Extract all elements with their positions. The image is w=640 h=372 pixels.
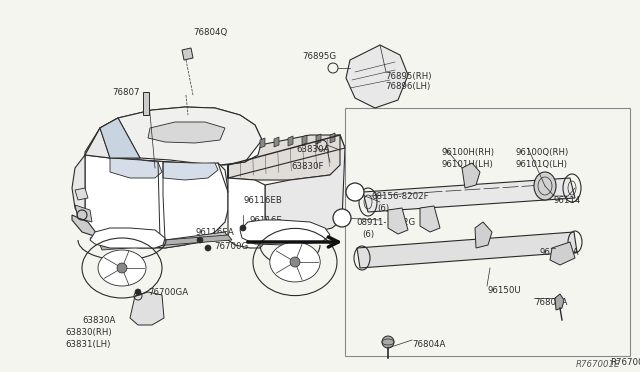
Text: 96116E: 96116E — [250, 216, 283, 225]
Polygon shape — [330, 133, 335, 143]
Text: 96100Q(RH): 96100Q(RH) — [516, 148, 569, 157]
Polygon shape — [143, 92, 149, 115]
Polygon shape — [100, 118, 140, 158]
Polygon shape — [75, 188, 88, 200]
Circle shape — [240, 225, 246, 231]
Polygon shape — [75, 205, 92, 222]
Text: 96150U: 96150U — [487, 286, 521, 295]
Ellipse shape — [534, 172, 556, 200]
Text: 63830A: 63830A — [82, 316, 115, 325]
Text: R767001E: R767001E — [610, 358, 640, 367]
Ellipse shape — [270, 242, 320, 282]
Text: 76700G: 76700G — [214, 242, 248, 251]
Polygon shape — [363, 178, 575, 212]
Polygon shape — [110, 158, 162, 178]
Polygon shape — [100, 235, 232, 250]
Polygon shape — [72, 155, 100, 238]
Text: 63830(RH): 63830(RH) — [65, 328, 111, 337]
Polygon shape — [346, 45, 408, 108]
Text: 96150UA: 96150UA — [539, 248, 579, 257]
Text: 63830A: 63830A — [296, 145, 330, 154]
Polygon shape — [85, 107, 262, 165]
Polygon shape — [240, 220, 330, 245]
Text: N: N — [339, 214, 345, 222]
Text: B: B — [352, 187, 358, 196]
Text: 63831(LH): 63831(LH) — [65, 340, 110, 349]
Text: 96116EB: 96116EB — [244, 196, 283, 205]
Polygon shape — [265, 135, 345, 232]
Polygon shape — [228, 165, 265, 248]
Text: 76895G: 76895G — [302, 52, 336, 61]
Polygon shape — [85, 107, 262, 165]
Polygon shape — [163, 162, 218, 180]
Text: 96116EA: 96116EA — [196, 228, 235, 237]
Circle shape — [197, 237, 203, 243]
Circle shape — [346, 183, 364, 201]
Text: 76807: 76807 — [112, 88, 140, 97]
Text: 76804Q: 76804Q — [193, 28, 227, 37]
Polygon shape — [316, 134, 321, 144]
Text: 63830F: 63830F — [291, 162, 323, 171]
Text: 08156-8202F: 08156-8202F — [371, 192, 429, 201]
Polygon shape — [288, 136, 293, 146]
Text: 96101Q(LH): 96101Q(LH) — [516, 160, 568, 169]
Text: 96101H(LH): 96101H(LH) — [441, 160, 493, 169]
Text: (6): (6) — [377, 204, 389, 213]
Text: 76700GA: 76700GA — [148, 288, 188, 297]
Text: 96114: 96114 — [554, 196, 581, 205]
Circle shape — [117, 263, 127, 273]
Polygon shape — [302, 135, 307, 145]
Polygon shape — [90, 228, 165, 248]
Polygon shape — [274, 137, 279, 147]
Polygon shape — [357, 232, 577, 268]
Text: R767001E: R767001E — [575, 360, 620, 369]
Polygon shape — [85, 118, 140, 158]
Polygon shape — [182, 48, 193, 60]
Circle shape — [135, 289, 141, 295]
Ellipse shape — [98, 250, 146, 286]
Polygon shape — [228, 135, 345, 180]
Text: 76804A: 76804A — [412, 340, 445, 349]
Circle shape — [382, 336, 394, 348]
Text: 76895(RH): 76895(RH) — [385, 72, 431, 81]
Polygon shape — [420, 206, 440, 232]
Polygon shape — [72, 215, 100, 238]
Circle shape — [205, 245, 211, 251]
Polygon shape — [148, 122, 225, 143]
Polygon shape — [462, 163, 480, 188]
Polygon shape — [550, 242, 575, 265]
Polygon shape — [555, 294, 564, 310]
Polygon shape — [475, 222, 492, 248]
Circle shape — [333, 209, 351, 227]
Polygon shape — [388, 208, 408, 234]
Polygon shape — [260, 138, 265, 148]
Polygon shape — [85, 155, 228, 248]
Polygon shape — [130, 292, 164, 325]
Text: 96100H(RH): 96100H(RH) — [441, 148, 494, 157]
Text: 76802A: 76802A — [534, 298, 568, 307]
Polygon shape — [90, 232, 228, 248]
Text: 76896(LH): 76896(LH) — [385, 82, 430, 91]
Text: (6): (6) — [362, 230, 374, 239]
Circle shape — [290, 257, 300, 267]
Text: 08911-1082G: 08911-1082G — [356, 218, 415, 227]
